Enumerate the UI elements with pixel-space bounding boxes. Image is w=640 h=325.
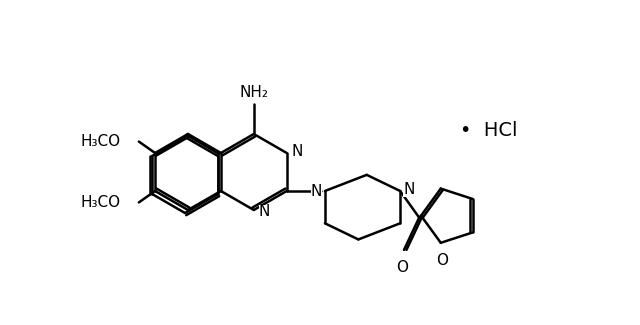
Text: H₃CO: H₃CO [81, 195, 121, 210]
Text: •  HCl: • HCl [460, 121, 518, 139]
Text: N: N [403, 181, 415, 197]
Text: O: O [396, 260, 408, 275]
Text: O: O [436, 253, 448, 268]
Text: H₃CO: H₃CO [81, 134, 121, 149]
Text: N: N [310, 185, 322, 200]
Text: NH₂: NH₂ [239, 85, 268, 100]
Text: N: N [259, 204, 270, 219]
Text: N: N [292, 144, 303, 159]
